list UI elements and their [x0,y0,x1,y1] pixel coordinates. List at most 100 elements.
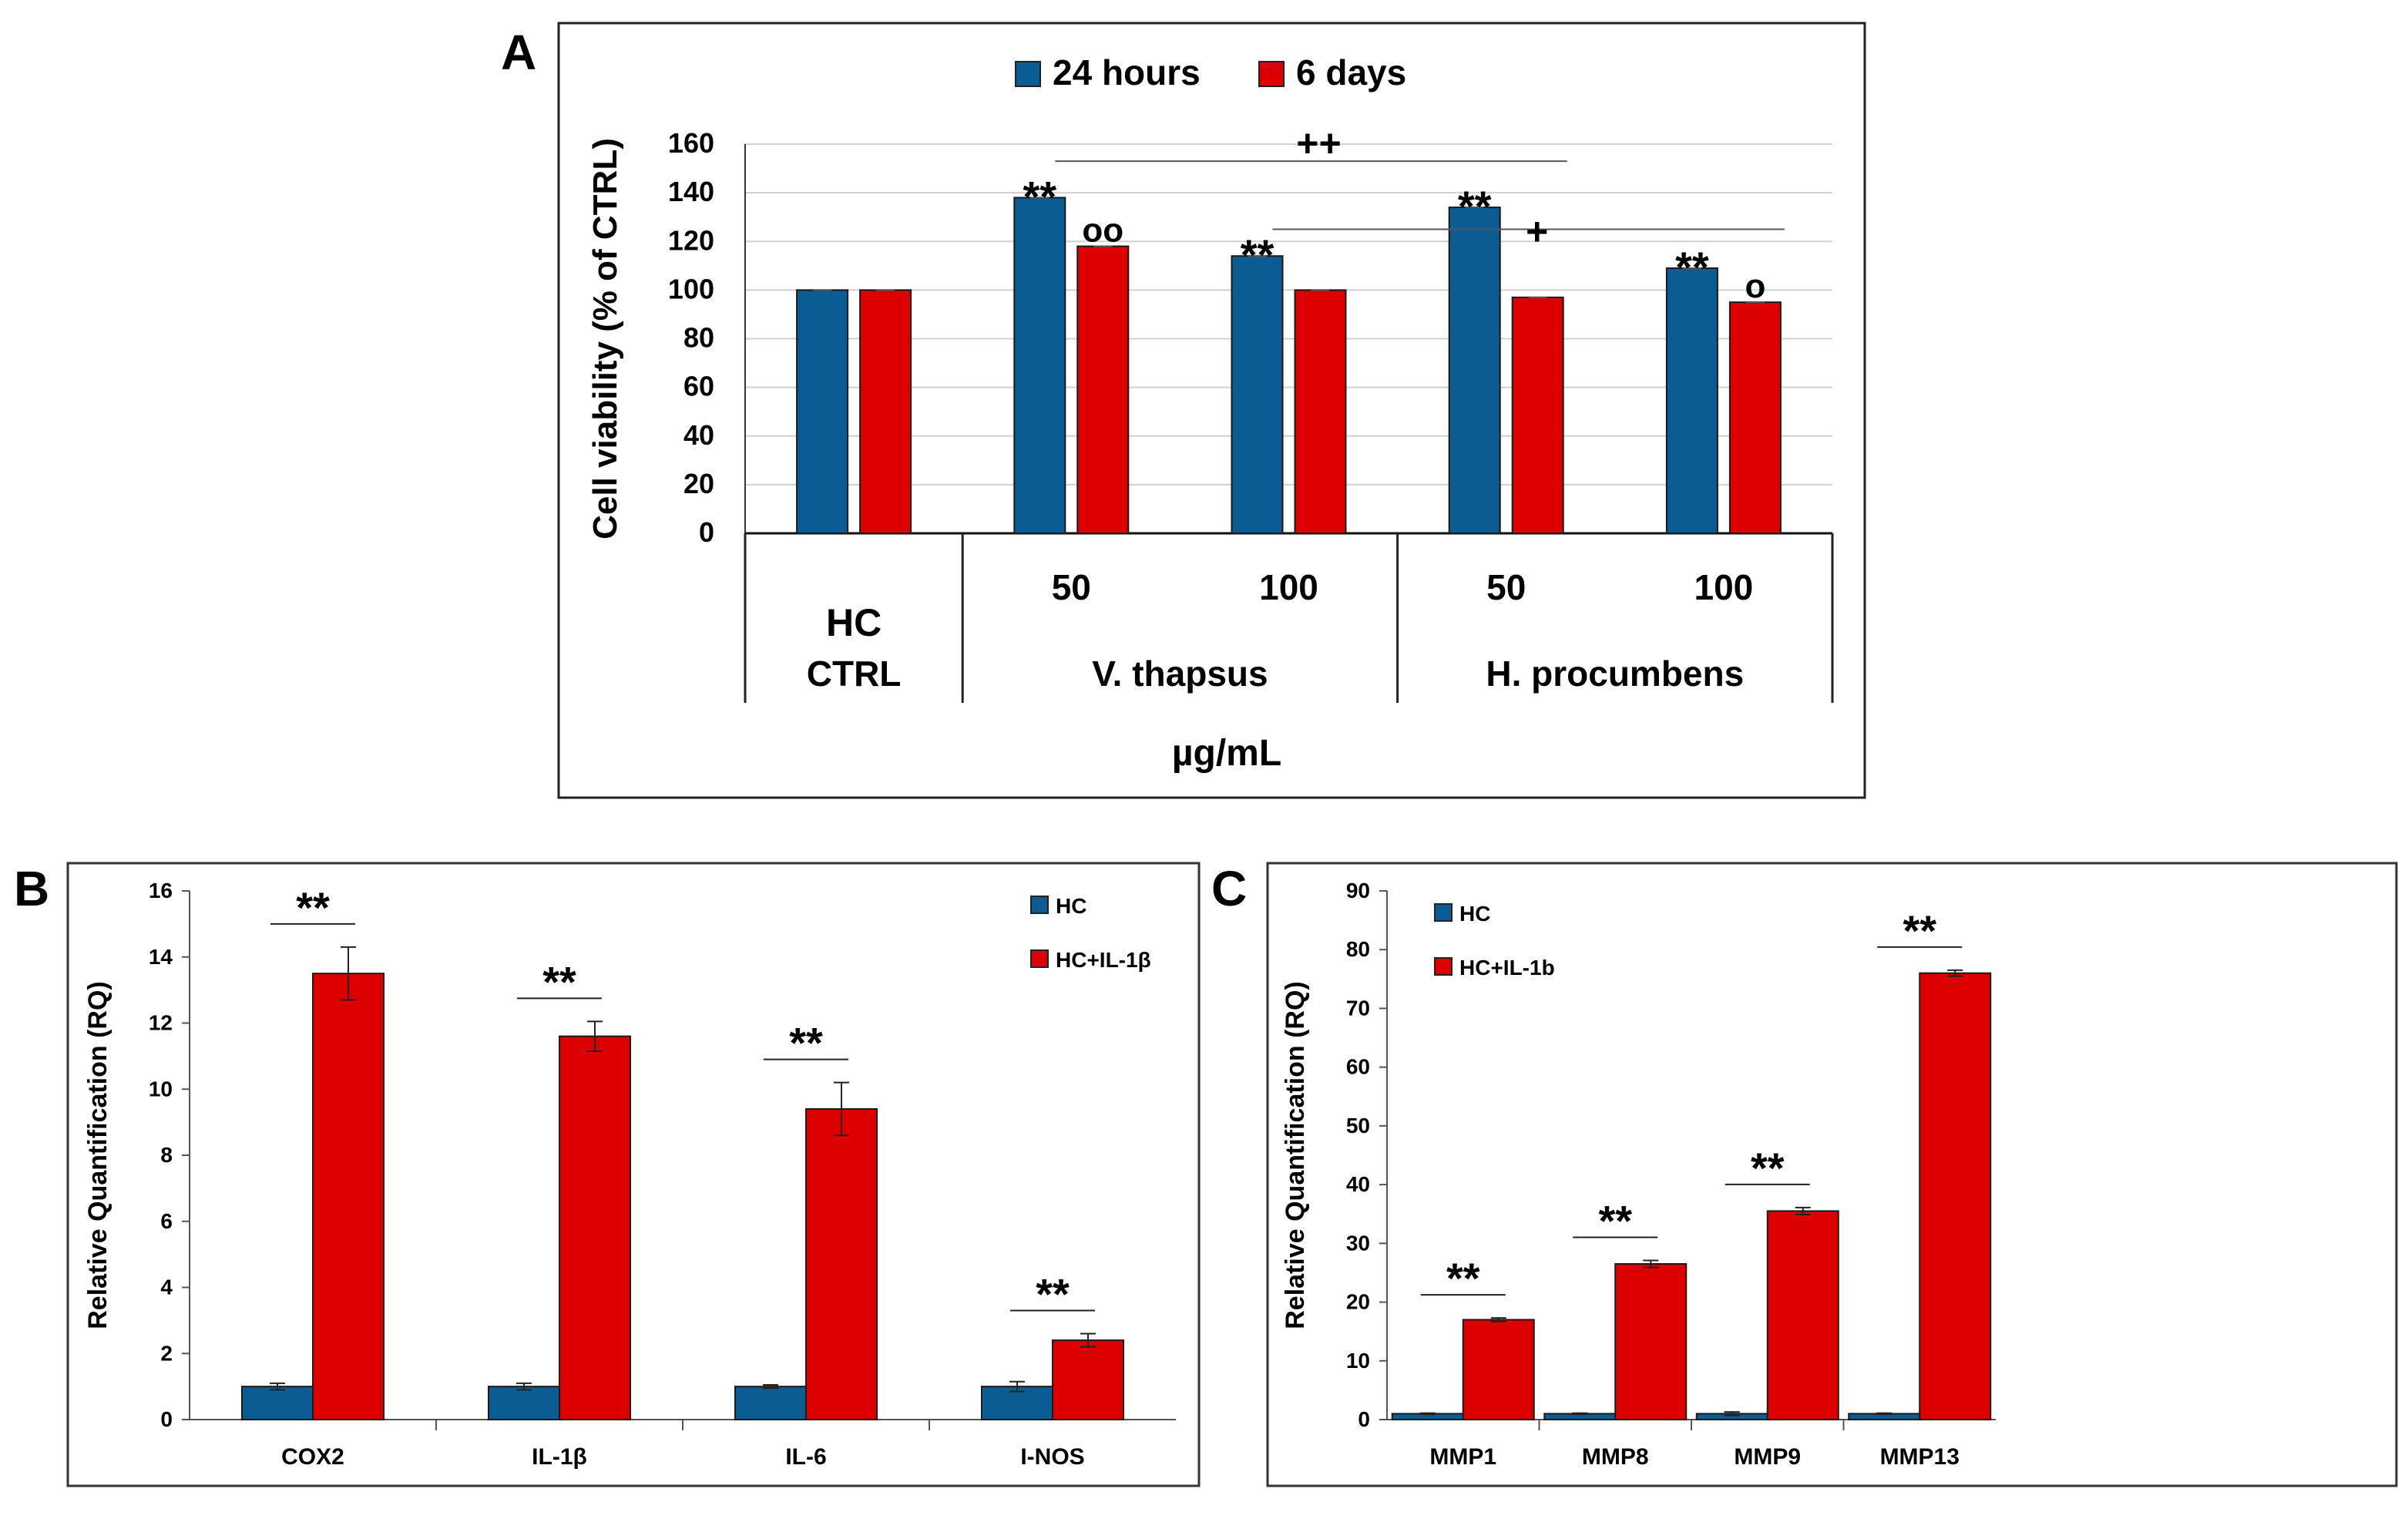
legend-label-a-6-days: 6 days [1296,52,1406,92]
panel-b-chart: 0 2 4 6 8 10 12 14 16 Relative Quantification (RQ… [83,879,1176,1470]
bar-c-hc-il-1b-2 [1766,1210,1839,1421]
significance-mark-b-3: ** [1036,1270,1070,1319]
significance-mark-a-1: oo [1082,212,1123,250]
y-tick-label-b-4: 4 [160,1275,173,1299]
legend-label-c-hc: HC [1459,902,1490,926]
significance-mark-b-0: ** [296,883,330,932]
y-tick-label-c-20: 20 [1346,1290,1370,1314]
y-tick-label-b-14: 14 [149,945,173,969]
y-axis-title-b: Relative Quantification (RQ) [83,981,113,1329]
significance-mark-b-1: ** [542,957,576,1006]
panel-letter-c: C [1211,861,1247,916]
y-tick-label-a-80: 80 [683,322,714,354]
significance-mark-a-0: ** [1023,172,1057,220]
panel-letter-a: A [501,25,536,80]
y-tick-label-b-16: 16 [149,879,173,902]
x-axis-title-a: µg/mL [1172,733,1281,774]
category-label-a-4: 100 [1694,567,1754,607]
category-label-b-2: IL-6 [785,1444,826,1470]
bar-b-hc-il-1-0 [312,973,385,1420]
category-label-b-3: I-NOS [1020,1444,1084,1470]
error-bar-b-hc-il-1-2 [834,1081,849,1137]
bar-a-24-hours-4 [1665,267,1718,534]
bar-a-6-days-4 [1728,301,1782,534]
error-bar-c-hc-il-1b-1 [1643,1259,1659,1269]
error-bar-b-hc-il-1-0 [341,946,356,1001]
error-bar-b-hc-1 [516,1382,532,1391]
bar-a-6-days-1 [1076,245,1130,534]
error-bar-b-hc-2 [763,1383,778,1390]
legend-label-a-24-hours: 24 hours [1053,52,1201,92]
significance-mark-a-4: ** [1675,243,1709,291]
error-bar-c-hc-0 [1419,1412,1436,1416]
legend-swatch-c-hc-il-1b [1434,957,1453,976]
significance-mark-c-3: ** [1903,906,1936,955]
y-tick-label-b-0: 0 [160,1407,173,1431]
bar-a-6-days-3 [1511,296,1564,534]
category-label-b-1: IL-1β [532,1444,587,1470]
group-label-a-2: H. procumbens [1486,654,1744,694]
category-label-c-2: MMP9 [1734,1444,1801,1470]
error-bar-c-hc-il-1b-3 [1947,969,1963,977]
bar-a-6-days-2 [1294,289,1347,534]
bar-b-hc-il-1-3 [1052,1339,1124,1420]
y-tick-label-c-70: 70 [1346,996,1370,1020]
error-bar-b-hc-il-1-1 [587,1020,603,1052]
y-tick-label-b-10: 10 [149,1077,173,1101]
y-tick-label-c-40: 40 [1346,1172,1370,1196]
y-tick-label-a-0: 0 [699,516,714,548]
y-tick-label-c-10: 10 [1346,1349,1370,1373]
category-label-a-3: 50 [1486,567,1526,607]
error-bar-c-hc-il-1b-0 [1490,1317,1506,1322]
y-tick-label-a-120: 120 [668,224,714,256]
y-tick-label-b-2: 2 [160,1341,173,1365]
legend-swatch-c-hc [1434,903,1453,922]
legend-label-c-hc-il-1b: HC+IL-1b [1459,956,1555,980]
bar-b-hc-il-1-1 [559,1035,631,1421]
panel-c-frame [1266,862,2398,1487]
y-tick-label-c-60: 60 [1346,1055,1370,1079]
bar-c-hc-il-1b-1 [1614,1263,1688,1420]
legend-label-b-hc: HC [1056,894,1086,918]
category-label-c-1: MMP8 [1582,1444,1649,1470]
bar-a-24-hours-0 [796,289,849,534]
error-bar-b-hc-0 [270,1382,285,1391]
error-bar-b-hc-3 [1009,1380,1025,1393]
bar-b-hc-2 [734,1386,807,1420]
bar-c-hc-il-1b-3 [1919,972,1992,1420]
significance-mark-b-2: ** [789,1019,823,1067]
bar-a-24-hours-3 [1448,207,1501,534]
y-tick-label-b-6: 6 [160,1209,173,1233]
legend-label-b-hc-il-1: HC+IL-1β [1056,948,1151,972]
bar-b-hc-1 [488,1386,560,1420]
panel-c-chart: 0 10 20 30 40 50 60 70 80 90 Relative Quantificati… [1281,879,1996,1470]
panel-a-chart: 0 20 40 60 80 100 120 140 160 Cell viability (% o… [586,52,1834,774]
error-bar-c-hc-1 [1572,1412,1588,1416]
category-label-b-0: COX2 [281,1444,344,1470]
y-tick-label-c-30: 30 [1346,1231,1370,1255]
error-bar-c-hc-il-1b-2 [1795,1206,1811,1215]
significance-mark-c-2: ** [1751,1144,1785,1192]
group-sublabel-a-0: HC [826,601,882,644]
bar-a-6-days-0 [859,289,912,534]
y-tick-label-c-50: 50 [1346,1114,1370,1138]
y-axis-title-c: Relative Quantification (RQ) [1281,981,1310,1329]
y-tick-label-a-100: 100 [668,273,714,304]
legend-swatch-b-hc-il-1 [1030,949,1049,968]
bar-c-hc-il-1b-0 [1462,1319,1535,1421]
y-tick-label-a-140: 140 [668,176,714,207]
y-tick-label-c-90: 90 [1346,879,1370,902]
significance-mark-a-3: ** [1458,182,1492,230]
significance-mark-a-5: o [1745,267,1765,305]
y-tick-label-b-12: 12 [149,1011,173,1035]
category-label-a-1: 50 [1052,567,1091,607]
bar-b-hc-il-1-2 [805,1107,878,1420]
y-tick-label-c-0: 0 [1358,1407,1370,1431]
error-bar-c-hc-3 [1876,1412,1892,1416]
y-tick-label-b-8: 8 [160,1143,173,1167]
significance-mark-c-1: ** [1598,1196,1632,1245]
error-bar-b-hc-il-1-3 [1080,1332,1096,1348]
panel-letter-b: B [14,861,49,916]
legend-swatch-b-hc [1030,896,1049,914]
